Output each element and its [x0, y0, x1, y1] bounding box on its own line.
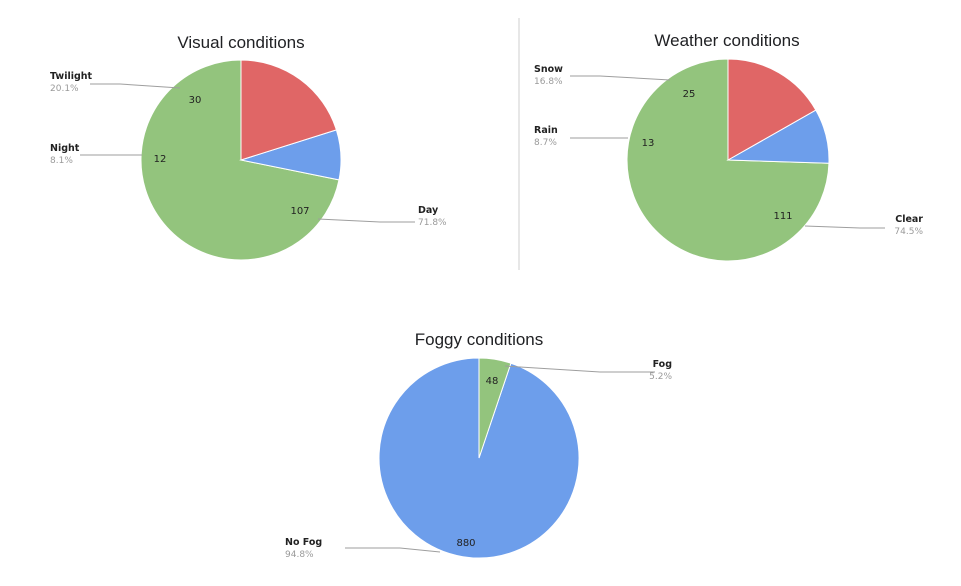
slice-name-day: Day — [418, 205, 439, 216]
data-label-night: 12 — [154, 154, 167, 165]
pie-chart-weather-conditions: Weather conditions 111 Clear 74.5% 13 Rain 8.… — [534, 31, 923, 262]
pie-chart-foggy-conditions: Foggy conditions 880 No Fog 94.8% 48 Fog 5.2% — [285, 330, 672, 560]
slice-percent-night: 8.1% — [50, 156, 73, 166]
data-label-day: 107 — [290, 206, 309, 217]
pie-slice-twilight — [240, 59, 337, 161]
leader-line-clear — [804, 225, 885, 229]
chart-title: Weather conditions — [654, 31, 799, 50]
slice-name-rain: Rain — [534, 125, 558, 136]
slice-name-clear: Clear — [895, 214, 923, 225]
data-label-twilight: 30 — [189, 95, 202, 106]
slice-name-twilight: Twilight — [50, 71, 93, 82]
data-label-clear: 111 — [773, 211, 792, 222]
slice-name-night: Night — [50, 143, 80, 154]
slice-name-no-fog: No Fog — [285, 537, 322, 548]
data-label-fog: 48 — [486, 376, 499, 387]
data-label-no-fog: 880 — [456, 538, 475, 549]
leader-line-no-fog — [345, 547, 441, 553]
leader-line-twilight — [90, 83, 181, 89]
slice-percent-twilight: 20.1% — [50, 84, 79, 94]
pie-slice-snow — [727, 58, 817, 161]
slice-percent-clear: 74.5% — [894, 227, 923, 237]
data-label-rain: 13 — [642, 138, 655, 149]
slice-percent-fog: 5.2% — [649, 372, 672, 382]
leader-line-snow — [570, 75, 671, 81]
slice-percent-day: 71.8% — [418, 218, 447, 228]
slice-name-fog: Fog — [653, 359, 672, 370]
slice-percent-no-fog: 94.8% — [285, 550, 314, 560]
pie-chart-visual-conditions: Visual conditions 107 Day 71.8% 12 Night 8.1%… — [50, 33, 447, 261]
data-label-snow: 25 — [683, 89, 696, 100]
slice-percent-snow: 16.8% — [534, 77, 563, 87]
pie-slice-fog — [478, 357, 512, 459]
slice-percent-rain: 8.7% — [534, 138, 557, 148]
chart-title: Foggy conditions — [415, 330, 544, 349]
chart-title: Visual conditions — [177, 33, 304, 52]
slice-name-snow: Snow — [534, 64, 563, 75]
leader-line-fog — [504, 365, 655, 373]
leader-line-day — [317, 218, 415, 223]
